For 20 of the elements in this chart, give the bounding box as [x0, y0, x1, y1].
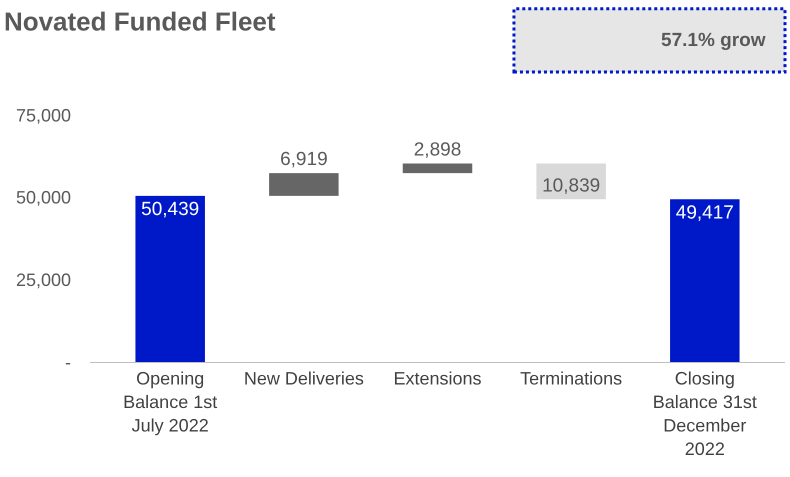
bar: [670, 199, 740, 362]
data-label: 6,919: [280, 149, 328, 170]
x-tick-label: Terminations: [520, 368, 622, 389]
data-label: 50,439: [141, 198, 200, 220]
data-label: 10,839: [542, 175, 600, 196]
text: 57.1% grow: [661, 30, 766, 51]
x-tick-label: Opening Balance 1st July 2022: [123, 368, 218, 436]
bar: [402, 164, 472, 174]
y-tick-label: 75,000: [16, 105, 71, 126]
y-tick-label: 25,000: [16, 270, 71, 290]
chart-title: Novated Funded Fleet: [4, 6, 276, 37]
data-label: 2,898: [414, 140, 462, 161]
x-tick-label: New Deliveries: [244, 368, 364, 389]
bar: [269, 173, 339, 196]
y-tick-label: -: [65, 352, 71, 372]
bar: [135, 196, 205, 362]
y-tick-label: 50,000: [16, 188, 71, 208]
data-label: 49,417: [676, 202, 734, 224]
x-tick-label: Closing Balance 31st December 2022: [652, 368, 757, 459]
x-tick-label: Extensions: [393, 368, 482, 389]
